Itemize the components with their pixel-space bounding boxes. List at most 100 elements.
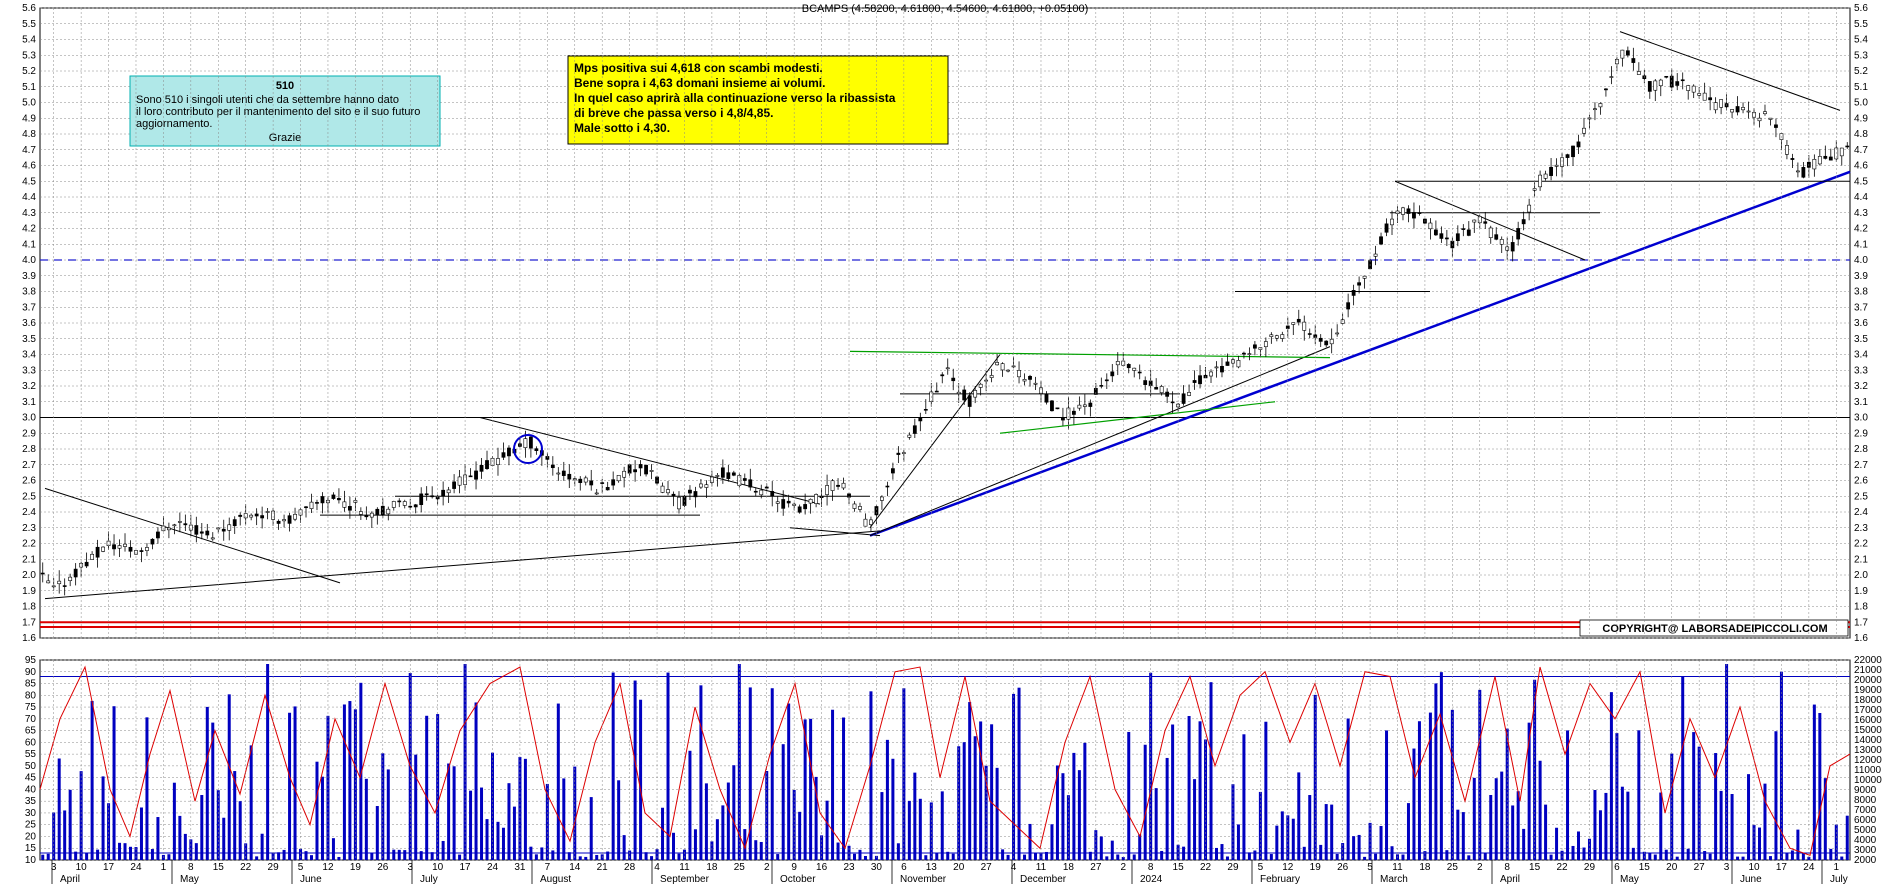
svg-text:14: 14: [569, 862, 581, 873]
svg-text:5.1: 5.1: [22, 82, 36, 93]
svg-text:2.5: 2.5: [22, 491, 36, 502]
svg-text:July: July: [1830, 874, 1848, 885]
svg-text:4.7: 4.7: [22, 145, 36, 156]
svg-text:Bene sopra i 4,63 domani insie: Bene sopra i 4,63 domani insieme ai volu…: [574, 76, 825, 90]
svg-text:25: 25: [25, 820, 37, 831]
svg-text:5.5: 5.5: [1854, 19, 1868, 30]
svg-text:June: June: [1740, 874, 1762, 885]
svg-text:70: 70: [25, 714, 37, 725]
svg-text:November: November: [900, 874, 947, 885]
svg-text:4.9: 4.9: [22, 113, 36, 124]
svg-text:5.0: 5.0: [1854, 98, 1868, 109]
svg-text:95: 95: [25, 655, 37, 666]
svg-text:2.9: 2.9: [22, 428, 36, 439]
svg-text:3.9: 3.9: [1854, 271, 1868, 282]
svg-text:22: 22: [1200, 862, 1212, 873]
svg-text:3.2: 3.2: [22, 381, 36, 392]
svg-text:2.6: 2.6: [22, 476, 36, 487]
svg-text:19: 19: [1310, 862, 1322, 873]
svg-text:4.2: 4.2: [22, 224, 36, 235]
svg-text:4.6: 4.6: [1854, 161, 1868, 172]
chart-title: BCAMPS (4.58200, 4.61800, 4.54600, 4.618…: [802, 3, 1089, 15]
svg-text:55: 55: [25, 749, 37, 760]
svg-text:2.0: 2.0: [1854, 570, 1868, 581]
svg-text:510: 510: [276, 80, 294, 92]
svg-text:4.1: 4.1: [22, 239, 36, 250]
svg-text:5.0: 5.0: [22, 98, 36, 109]
svg-text:aggiornamento.: aggiornamento.: [136, 118, 212, 130]
svg-text:2.7: 2.7: [22, 460, 36, 471]
svg-text:24: 24: [487, 862, 499, 873]
svg-text:Sono 510 i singoli utenti che: Sono 510 i singoli utenti che da settemb…: [136, 94, 399, 106]
svg-text:24: 24: [130, 862, 142, 873]
svg-text:12000: 12000: [1854, 755, 1882, 766]
svg-text:15: 15: [1639, 862, 1651, 873]
svg-text:10: 10: [432, 862, 444, 873]
svg-text:30: 30: [871, 862, 883, 873]
svg-text:5.1: 5.1: [1854, 82, 1868, 93]
svg-text:2.1: 2.1: [22, 554, 36, 565]
svg-text:8000: 8000: [1854, 795, 1877, 806]
svg-text:11: 11: [1036, 862, 1047, 873]
svg-text:3.5: 3.5: [1854, 334, 1868, 345]
svg-text:3.1: 3.1: [1854, 397, 1868, 408]
svg-text:7: 7: [545, 862, 551, 873]
svg-text:April: April: [60, 874, 80, 885]
svg-text:10000: 10000: [1854, 775, 1882, 786]
svg-text:2.6: 2.6: [1854, 476, 1868, 487]
svg-text:29: 29: [268, 862, 280, 873]
svg-text:24: 24: [1803, 862, 1815, 873]
svg-text:3.7: 3.7: [22, 302, 36, 313]
stock-chart: 1.61.61.71.71.81.81.91.92.02.02.12.12.22…: [0, 0, 1890, 895]
svg-text:4.8: 4.8: [1854, 129, 1868, 140]
svg-text:3.8: 3.8: [1854, 287, 1868, 298]
svg-text:8: 8: [1504, 862, 1510, 873]
svg-text:2: 2: [1477, 862, 1483, 873]
svg-text:3.0: 3.0: [22, 413, 36, 424]
svg-text:18: 18: [1419, 862, 1431, 873]
svg-text:65: 65: [25, 726, 37, 737]
svg-text:3.6: 3.6: [1854, 318, 1868, 329]
svg-text:13000: 13000: [1854, 745, 1882, 756]
svg-text:90: 90: [25, 667, 37, 678]
svg-text:8: 8: [1148, 862, 1154, 873]
svg-text:3.0: 3.0: [1854, 413, 1868, 424]
svg-text:13: 13: [926, 862, 938, 873]
svg-text:3.1: 3.1: [22, 397, 36, 408]
svg-text:1.7: 1.7: [22, 617, 36, 628]
svg-text:5.5: 5.5: [22, 19, 36, 30]
svg-text:4.3: 4.3: [22, 208, 36, 219]
svg-text:May: May: [1620, 874, 1639, 885]
svg-text:6: 6: [901, 862, 907, 873]
svg-text:10: 10: [1748, 862, 1760, 873]
svg-text:1.6: 1.6: [1854, 633, 1868, 644]
svg-text:22: 22: [240, 862, 252, 873]
svg-text:17: 17: [103, 862, 115, 873]
svg-text:29: 29: [1584, 862, 1596, 873]
svg-text:11: 11: [1392, 862, 1403, 873]
svg-text:5.6: 5.6: [22, 3, 36, 14]
svg-text:4.5: 4.5: [1854, 176, 1868, 187]
svg-text:15: 15: [213, 862, 225, 873]
svg-text:20000: 20000: [1854, 675, 1882, 686]
svg-text:29: 29: [1227, 862, 1239, 873]
svg-text:27: 27: [1694, 862, 1706, 873]
svg-text:10: 10: [25, 855, 37, 866]
svg-text:2000: 2000: [1854, 855, 1877, 866]
svg-text:28: 28: [624, 862, 636, 873]
svg-text:3.9: 3.9: [22, 271, 36, 282]
svg-text:2024: 2024: [1140, 874, 1163, 885]
svg-text:8: 8: [188, 862, 194, 873]
svg-text:In quel caso aprirà alla conti: In quel caso aprirà alla continuazione v…: [574, 91, 896, 105]
svg-text:45: 45: [25, 773, 37, 784]
svg-text:19: 19: [350, 862, 362, 873]
svg-text:2: 2: [764, 862, 770, 873]
svg-text:2.2: 2.2: [22, 539, 36, 550]
svg-text:September: September: [660, 874, 710, 885]
svg-text:5.4: 5.4: [1854, 35, 1868, 46]
svg-text:40: 40: [25, 784, 37, 795]
svg-text:14000: 14000: [1854, 735, 1882, 746]
svg-text:3: 3: [1724, 862, 1730, 873]
svg-text:December: December: [1020, 874, 1067, 885]
svg-text:5.3: 5.3: [22, 50, 36, 61]
